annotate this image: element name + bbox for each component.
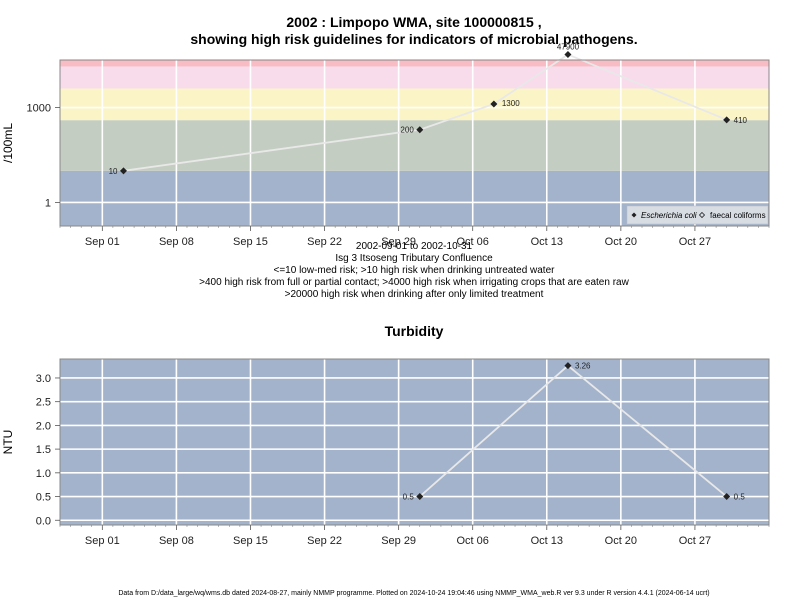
x-tick-label: Sep 29 <box>381 236 416 248</box>
x-tick-label: Oct 27 <box>679 236 711 248</box>
chart1-data-labels: 10 200 1300 47900 410 <box>109 42 748 175</box>
x-tick-label: Sep 22 <box>307 535 342 547</box>
data-label: 1300 <box>502 99 520 108</box>
data-point <box>564 362 572 370</box>
x-tick-label: Sep 29 <box>381 535 416 547</box>
footer-note: Data from D:/data_large/wq/wms.db dated … <box>118 590 709 597</box>
chart2-plot-frame <box>59 358 770 526</box>
x-tick-label: Sep 08 <box>159 236 194 248</box>
note-site-name: Isg 3 Itsoseng Tributary Confluence <box>335 253 493 264</box>
legend-entry-faecal-coliforms: faecal coliforms <box>710 211 766 220</box>
y-tick-label: 1.5 <box>36 444 51 456</box>
data-label: 0.5 <box>403 493 415 502</box>
chart1-title: 2002 : Limpopo WMA, site 100000815 , <box>286 14 541 30</box>
chart1-x-ticks: Sep 01 Sep 08 Sep 15 Sep 22 Sep 29 Oct 06 Oct … <box>59 226 770 248</box>
legend-entry-ecoli: Escherichia coli <box>641 211 697 220</box>
chart1-legend: Escherichia coli faecal coliforms <box>626 205 769 225</box>
note-risk-2: >400 high risk from full or partial cont… <box>199 277 629 288</box>
x-tick-label: Sep 01 <box>85 236 120 248</box>
x-tick-label: Oct 13 <box>531 535 563 547</box>
chart2-title: Turbidity <box>385 323 444 339</box>
y-tick-label: 0.5 <box>36 492 51 504</box>
chart2-x-ticks: Sep 01 Sep 08 Sep 15 Sep 22 Sep 29 Oct 06 Oct … <box>59 525 770 547</box>
x-tick-label: Oct 20 <box>605 535 637 547</box>
note-date-range: 2002-09-01 to 2002-10-31 <box>356 241 473 252</box>
data-point <box>723 116 731 124</box>
note-risk-3: >20000 high risk when drinking after onl… <box>285 289 544 300</box>
data-point <box>119 167 127 175</box>
legend-box <box>626 205 769 225</box>
chart1-plot-frame <box>59 59 770 227</box>
legend-filled-diamond-icon <box>631 212 637 218</box>
risk-band-3 <box>60 66 769 89</box>
data-label: 200 <box>400 126 414 135</box>
y-tick-label: 2.0 <box>36 420 51 432</box>
data-point <box>490 100 498 108</box>
x-tick-label: Oct 06 <box>456 236 488 248</box>
x-tick-label: Sep 15 <box>233 236 268 248</box>
y-tick-label: 3.0 <box>36 373 51 385</box>
x-tick-label: Sep 22 <box>307 236 342 248</box>
chart2-y-axis-label: NTU <box>1 430 15 455</box>
chart2-y-ticks: 0.0 0.5 1.0 1.5 2.0 2.5 3.0 <box>36 373 60 527</box>
x-tick-label: Sep 01 <box>85 535 120 547</box>
y-tick-label: 2.5 <box>36 397 51 409</box>
data-label: 410 <box>734 116 748 125</box>
chart1-y-axis-label: /100mL <box>1 123 15 163</box>
chart2-background <box>60 359 769 525</box>
risk-band-1 <box>60 120 769 171</box>
risk-band-4 <box>60 60 769 67</box>
data-label: 47900 <box>557 42 580 51</box>
y-tick-label: 1000 <box>27 103 51 115</box>
chart1-points <box>119 50 731 175</box>
data-label: 3.26 <box>575 362 591 371</box>
plot-background <box>60 359 769 525</box>
data-point <box>564 50 572 58</box>
data-label: 0.5 <box>734 493 746 502</box>
chart1-subtitle: showing high risk guidelines for indicat… <box>190 31 637 47</box>
legend-open-diamond-icon <box>698 211 706 219</box>
x-tick-label: Sep 08 <box>159 535 194 547</box>
chart2-data-labels: 0.5 3.26 0.5 <box>403 362 746 502</box>
chart1-y-ticks: 1 1000 <box>27 103 60 209</box>
note-risk-1: <=10 low-med risk; >10 high risk when dr… <box>274 265 556 276</box>
x-tick-label: Oct 13 <box>531 236 563 248</box>
y-tick-label: 1 <box>45 197 51 209</box>
chart2-points <box>416 362 731 501</box>
x-tick-label: Oct 20 <box>605 236 637 248</box>
data-point <box>416 126 424 134</box>
risk-band-2 <box>60 88 769 121</box>
y-tick-label: 1.0 <box>36 468 51 480</box>
x-tick-label: Oct 27 <box>679 535 711 547</box>
y-tick-label: 0.0 <box>36 515 51 527</box>
data-point <box>416 493 424 501</box>
data-point <box>723 493 731 501</box>
chart1-risk-bands <box>60 60 769 226</box>
data-label: 10 <box>109 167 118 176</box>
chart2-gridlines <box>60 359 769 525</box>
x-tick-label: Sep 15 <box>233 535 268 547</box>
x-tick-label: Oct 06 <box>456 535 488 547</box>
